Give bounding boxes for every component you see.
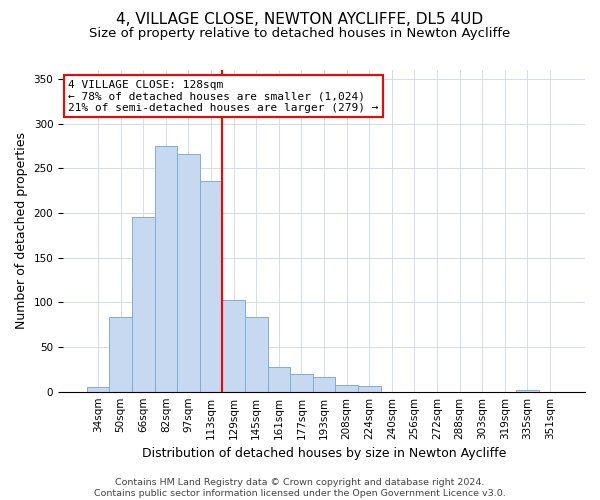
Bar (223, 300, 245, 392)
Bar (155, 146, 177, 392)
Text: 4, VILLAGE CLOSE, NEWTON AYCLIFFE, DL5 4UD: 4, VILLAGE CLOSE, NEWTON AYCLIFFE, DL5 4… (116, 12, 484, 28)
Bar (335, 386, 358, 392)
Bar (245, 316, 268, 392)
Bar (200, 181, 223, 392)
Text: 4 VILLAGE CLOSE: 128sqm
← 78% of detached houses are smaller (1,024)
21% of semi: 4 VILLAGE CLOSE: 128sqm ← 78% of detache… (68, 80, 379, 113)
Text: Contains HM Land Registry data © Crown copyright and database right 2024.
Contai: Contains HM Land Registry data © Crown c… (94, 478, 506, 498)
Y-axis label: Number of detached properties: Number of detached properties (15, 132, 28, 330)
Bar (313, 378, 335, 392)
X-axis label: Distribution of detached houses by size in Newton Aycliffe: Distribution of detached houses by size … (142, 447, 506, 460)
Bar (87, 387, 109, 392)
Bar (268, 366, 290, 392)
Bar (358, 386, 380, 392)
Bar (516, 390, 539, 392)
Bar (109, 316, 132, 392)
Bar (177, 154, 200, 392)
Text: Size of property relative to detached houses in Newton Aycliffe: Size of property relative to detached ho… (89, 28, 511, 40)
Bar (132, 216, 155, 392)
Bar (290, 374, 313, 392)
